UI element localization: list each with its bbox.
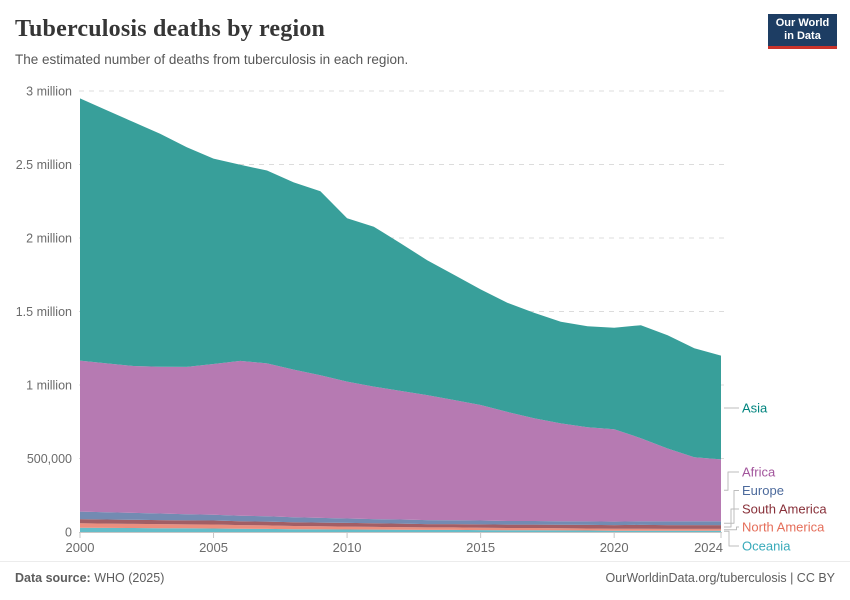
legend-connector-europe xyxy=(724,490,739,524)
x-tick-label-2010: 2010 xyxy=(333,540,362,555)
data-source-value: WHO (2025) xyxy=(90,571,165,585)
data-source: Data source: WHO (2025) xyxy=(15,571,164,585)
y-tick-label-2-million: 2 million xyxy=(26,232,72,246)
logo-line-2: in Data xyxy=(784,30,821,42)
logo-line-1: Our World xyxy=(775,17,830,29)
area-europe[interactable] xyxy=(80,511,721,526)
chart-title: Tuberculosis deaths by region xyxy=(15,16,326,42)
area-africa[interactable] xyxy=(80,360,721,522)
y-tick-label-1-million: 1 million xyxy=(26,379,72,393)
x-tick-label-2015: 2015 xyxy=(466,540,495,555)
area-oceania[interactable] xyxy=(80,527,721,532)
legend-label-south-america[interactable]: South America xyxy=(742,502,827,517)
chart-subtitle: The estimated number of deaths from tube… xyxy=(15,52,409,67)
x-tick-label-2024: 2024 xyxy=(694,540,723,555)
legend-connector-south-america xyxy=(724,508,739,528)
area-south-america[interactable] xyxy=(80,519,721,529)
legend-connector-africa xyxy=(724,471,739,491)
legend-label-north-america[interactable]: North America xyxy=(742,520,825,535)
data-source-label: Data source: xyxy=(15,571,91,585)
footer: Data source: WHO (2025) OurWorldinData.o… xyxy=(0,561,850,600)
y-tick-label-1.5-million: 1.5 million xyxy=(16,305,72,319)
area-asia[interactable] xyxy=(80,98,721,460)
legend-label-europe[interactable]: Europe xyxy=(742,483,784,498)
y-tick-label-3-million: 3 million xyxy=(26,85,72,99)
owid-logo[interactable]: Our World in Data xyxy=(768,14,837,49)
y-tick-label-0: 0 xyxy=(65,526,72,540)
y-tick-label-500,000: 500,000 xyxy=(27,452,72,466)
legend-connector-oceania xyxy=(724,530,739,547)
legend-connector-north-america xyxy=(724,526,739,531)
legend-label-asia[interactable]: Asia xyxy=(742,401,768,416)
footer-credit[interactable]: OurWorldinData.org/tuberculosis | CC BY xyxy=(605,571,836,585)
y-tick-label-2.5-million: 2.5 million xyxy=(16,158,72,172)
area-north-america[interactable] xyxy=(80,523,721,531)
x-tick-label-2000: 2000 xyxy=(66,540,95,555)
x-tick-label-2005: 2005 xyxy=(199,540,228,555)
legend-label-africa[interactable]: Africa xyxy=(742,465,776,480)
x-tick-label-2020: 2020 xyxy=(600,540,629,555)
legend-label-oceania[interactable]: Oceania xyxy=(742,539,791,554)
